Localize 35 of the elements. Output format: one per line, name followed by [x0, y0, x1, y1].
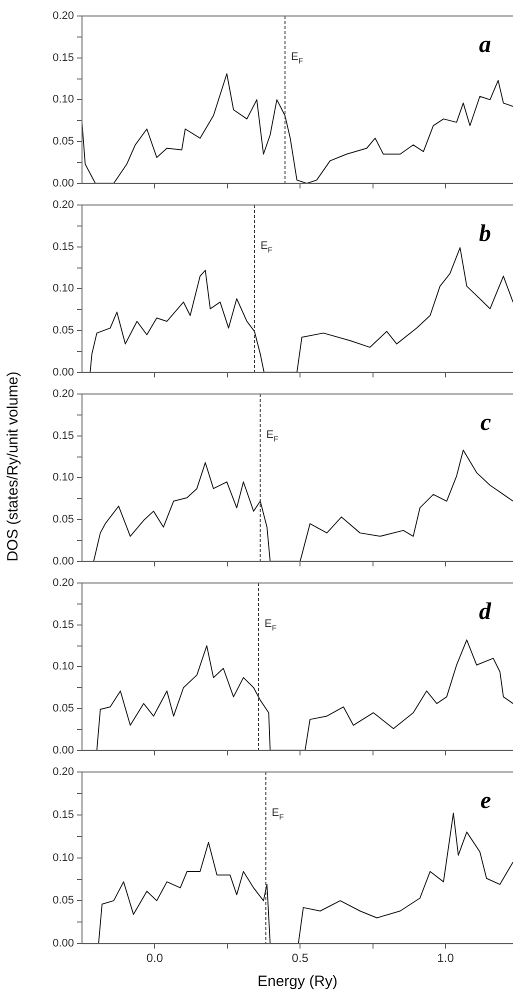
y-tick-label: 0.05	[52, 894, 74, 907]
y-tick-label: 0.20	[52, 766, 74, 778]
x-tick-label: 0.5	[292, 951, 309, 966]
annotation: b	[479, 221, 491, 247]
y-tick-label: 0.00	[52, 938, 74, 950]
y-tick-label: 0.20	[52, 199, 74, 212]
annotation: a	[479, 32, 491, 58]
y-tick-label: 0.15	[52, 618, 74, 631]
y-tick-label: 0.00	[52, 744, 74, 756]
y-tick-label: 0.10	[52, 282, 74, 295]
y-tick-label: 0.20	[52, 10, 74, 22]
y-tick-label: 0.00	[52, 555, 74, 568]
y-tick-label: 0.10	[52, 94, 74, 106]
y-tick-label: 0.05	[52, 514, 74, 526]
y-axis-title: DOS (states/Ry/unit volume)	[4, 371, 22, 562]
y-tick-label: 0.05	[52, 324, 74, 337]
y-tick-label: 0.15	[52, 52, 74, 64]
y-tick-label: 0.20	[52, 388, 74, 400]
x-tick-label: 1.0	[437, 951, 454, 966]
annotation: c	[480, 410, 492, 436]
x-axis-title: Energy (Ry)	[257, 973, 338, 990]
y-tick-label: 0.15	[52, 808, 74, 821]
y-tick-label: 0.20	[52, 577, 74, 590]
annotation: d	[479, 599, 492, 625]
y-tick-label: 0.10	[52, 660, 74, 673]
y-tick-label: 0.00	[52, 177, 74, 190]
y-tick-label: 0.10	[52, 472, 74, 484]
y-tick-label: 0.10	[52, 852, 74, 864]
y-tick-label: 0.00	[52, 366, 74, 378]
y-tick-label: 0.05	[52, 136, 74, 148]
x-tick-label: 0.0	[146, 951, 164, 966]
y-tick-label: 0.15	[52, 240, 74, 253]
y-tick-label: 0.05	[52, 702, 74, 715]
y-tick-label: 0.15	[52, 430, 74, 442]
annotation: e	[480, 788, 492, 814]
